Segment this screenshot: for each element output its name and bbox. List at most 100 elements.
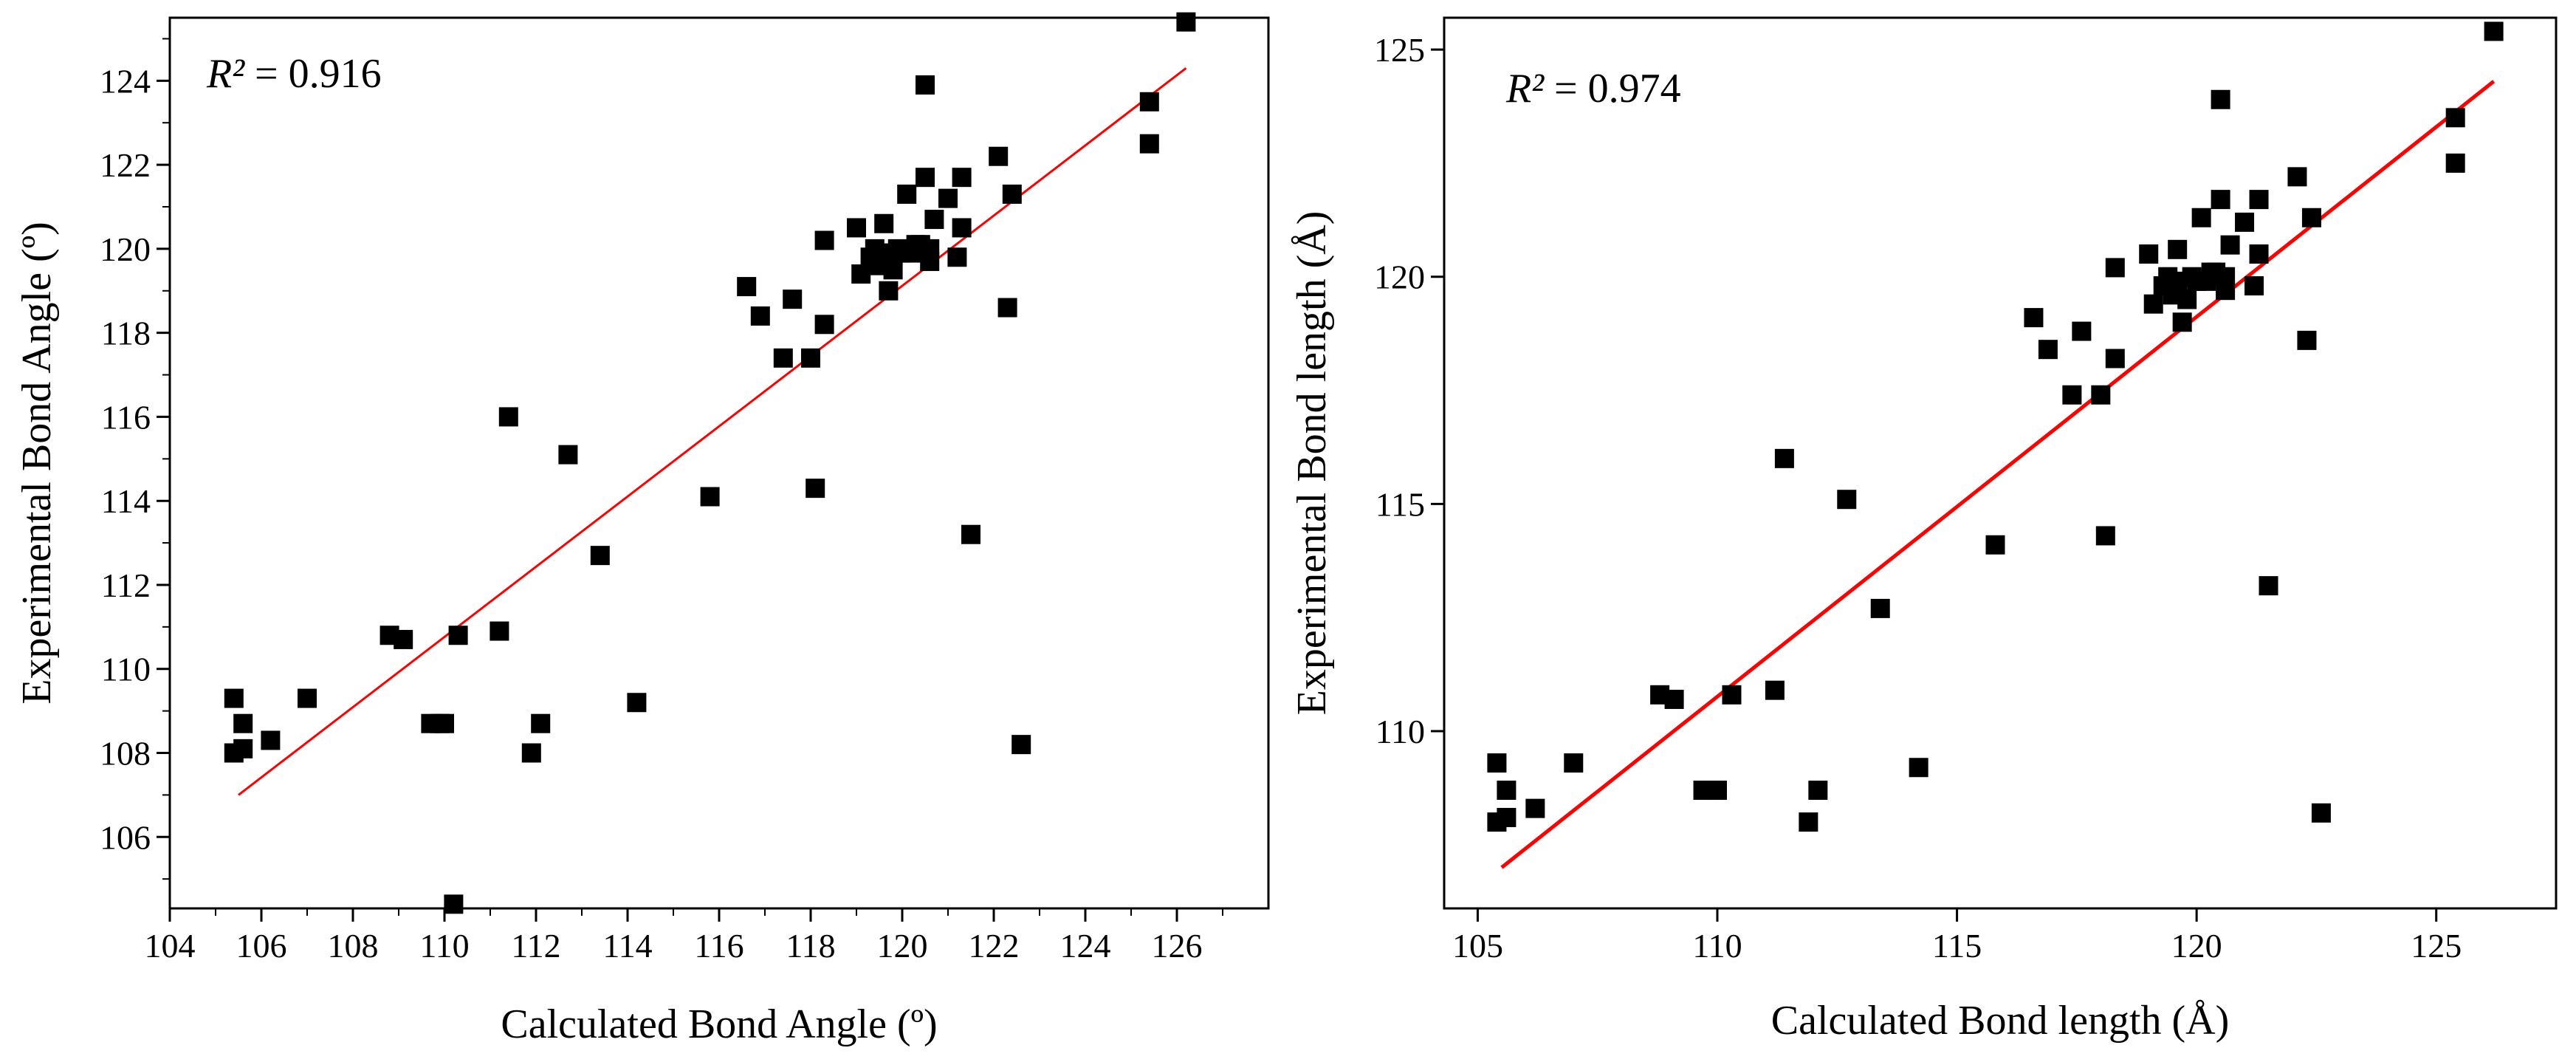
data-point xyxy=(394,629,413,649)
y-tick-label: 115 xyxy=(1375,485,1425,523)
x-tick-label: 120 xyxy=(877,927,928,965)
plot-frame xyxy=(168,16,1270,910)
y-tick-label: 110 xyxy=(1375,713,1425,750)
data-points xyxy=(224,12,1196,914)
y-tick-label: 122 xyxy=(100,146,151,184)
data-point xyxy=(1837,490,1857,510)
data-point xyxy=(1011,735,1031,755)
data-point xyxy=(2301,208,2321,227)
y-tick-label: 118 xyxy=(101,315,151,352)
data-point xyxy=(997,298,1017,318)
data-point xyxy=(2168,239,2188,259)
data-point xyxy=(2445,153,2465,173)
data-point xyxy=(938,188,958,208)
x-tick-label: 124 xyxy=(1060,927,1111,965)
data-point xyxy=(952,218,972,238)
data-point xyxy=(1487,753,1507,773)
bond-angle-chart: 104 106 108 110 112 114 116 118 120 122 124 126 106 1… xyxy=(14,12,1270,1047)
data-point xyxy=(2216,267,2236,287)
data-point xyxy=(627,693,647,713)
data-point xyxy=(444,894,464,914)
x-tick-label: 110 xyxy=(419,927,469,965)
data-point xyxy=(883,260,903,280)
y-tick-label: 108 xyxy=(100,735,151,772)
data-point xyxy=(874,213,894,233)
data-point xyxy=(1909,758,1928,778)
data-point xyxy=(814,230,834,250)
y-tick-label: 120 xyxy=(100,230,151,268)
data-point xyxy=(521,743,541,763)
x-tick-label: 115 xyxy=(1932,927,1982,965)
x-tick-label: 106 xyxy=(236,927,287,965)
plot-frame xyxy=(1443,16,2558,910)
data-point xyxy=(1985,535,2005,555)
y-tick-label: 120 xyxy=(1374,258,1425,296)
data-point xyxy=(2311,803,2331,823)
data-point xyxy=(952,168,972,188)
data-point xyxy=(2095,526,2115,546)
x-tick-label: 120 xyxy=(2171,927,2222,965)
data-point xyxy=(2211,89,2230,109)
data-point xyxy=(1525,798,1545,818)
bond-length-chart: 105 110 115 120 125 110 115 120 125 R² = 0.974 C… xyxy=(1289,16,2558,1044)
data-point xyxy=(1774,448,1794,468)
x-axis-label: Calculated Bond length (Å) xyxy=(1771,998,2230,1044)
data-point xyxy=(2024,308,2044,328)
y-tick-label: 116 xyxy=(101,398,151,436)
data-point xyxy=(801,348,820,368)
fit-line xyxy=(1500,80,2496,869)
y-tick-label: 106 xyxy=(100,818,151,856)
data-point xyxy=(2143,294,2163,314)
data-point xyxy=(989,146,1009,166)
data-point xyxy=(2062,385,2082,405)
x-tick-label: 118 xyxy=(786,927,835,965)
data-point xyxy=(298,688,317,708)
x-tick-label: 104 xyxy=(145,927,196,965)
data-point xyxy=(700,487,720,507)
data-point xyxy=(783,290,803,309)
data-point xyxy=(2105,258,2125,278)
data-point xyxy=(1139,134,1159,154)
x-tick-label: 105 xyxy=(1452,927,1503,965)
data-point xyxy=(1139,92,1159,112)
y-tick-label: 110 xyxy=(101,651,151,688)
data-point xyxy=(498,407,518,427)
data-point xyxy=(2287,167,2307,187)
r2-value: = 0.974 xyxy=(1544,66,1681,112)
data-point xyxy=(1870,598,1890,618)
y-axis-label: Experimental Bond length (Å) xyxy=(1289,211,1335,716)
data-point xyxy=(1176,12,1196,32)
data-point xyxy=(224,688,244,708)
data-point xyxy=(2297,330,2317,350)
data-point xyxy=(2191,208,2211,227)
data-point xyxy=(2091,385,2111,405)
data-point xyxy=(916,75,935,95)
data-point xyxy=(920,239,940,258)
data-point xyxy=(448,626,468,645)
data-point xyxy=(2038,340,2058,360)
x-tick-label: 112 xyxy=(511,927,560,965)
r2-annotation: R² = 0.916 xyxy=(206,51,382,97)
data-point xyxy=(897,184,917,204)
data-point xyxy=(1799,812,1818,832)
data-point xyxy=(1564,753,1584,773)
x-tick-label: 122 xyxy=(969,927,1020,965)
data-point xyxy=(750,306,770,326)
data-point xyxy=(2172,312,2192,332)
data-point xyxy=(2177,290,2197,309)
axis-ticks: 105 110 115 120 125 110 115 120 125 xyxy=(1374,31,2462,965)
data-point xyxy=(947,247,967,267)
data-point xyxy=(1722,685,1742,705)
y-tick-label: 124 xyxy=(100,62,151,100)
data-point xyxy=(1664,689,1684,709)
fit-line xyxy=(238,67,1187,796)
y-tick-label: 125 xyxy=(1374,31,1425,69)
data-point xyxy=(1808,781,1828,801)
data-point xyxy=(1708,781,1728,801)
data-point xyxy=(233,739,253,758)
data-point xyxy=(2220,235,2240,255)
data-point xyxy=(435,713,454,733)
data-point xyxy=(2235,212,2255,232)
data-point xyxy=(1497,781,1517,801)
